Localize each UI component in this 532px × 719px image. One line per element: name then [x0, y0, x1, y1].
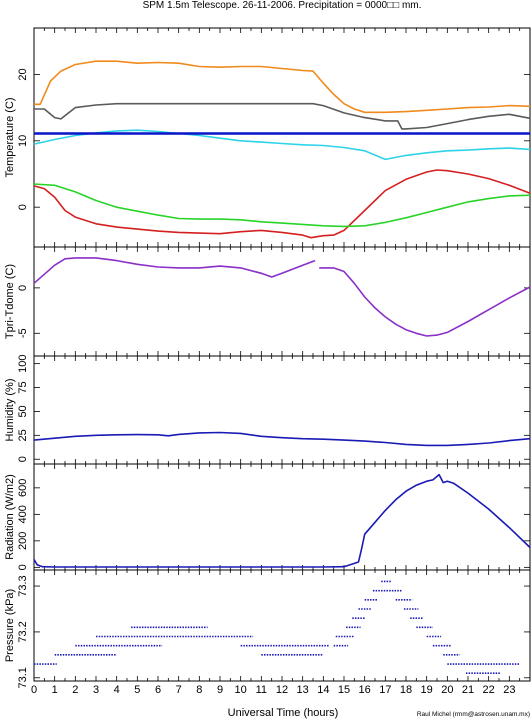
panel-frame	[33, 246, 531, 357]
x-tick-label: 5	[134, 684, 140, 696]
y-axis-label: Humidity (%)	[4, 379, 16, 442]
y-tick-label: 0	[17, 285, 29, 291]
x-tick-label: 23	[503, 684, 515, 696]
x-tick-label: 2	[72, 684, 78, 696]
y-tick-label: 73.3	[17, 575, 29, 596]
y-tick-label: 0	[17, 204, 29, 210]
x-tick-label: 13	[297, 684, 309, 696]
y-tick-label: 25	[17, 429, 29, 441]
x-tick-label: 19	[421, 684, 433, 696]
y-tick-label: 20	[17, 68, 29, 80]
y-tick-label: 73.1	[17, 667, 29, 688]
x-tick-label: 4	[114, 684, 120, 696]
credit-text: Raul Michel (rmm@astrosen.unam.mx)	[417, 711, 530, 718]
x-tick-label: 17	[379, 684, 391, 696]
y-tick-label: 0	[17, 456, 29, 462]
x-tick-label: 0	[31, 684, 37, 696]
series-line-6	[33, 183, 531, 228]
y-tick-label: 73.2	[17, 621, 29, 642]
x-tick-label: 6	[155, 684, 161, 696]
x-axis-label: Universal Time (hours)	[228, 707, 339, 719]
y-tick-label: 50	[17, 405, 29, 417]
series-line-1	[33, 257, 316, 284]
series-line-2	[34, 102, 531, 130]
y-tick-label: 75	[17, 381, 29, 393]
series-line-1	[33, 431, 531, 447]
panel-frame	[33, 355, 531, 465]
y-axis-label: Radiation (W/m2)	[4, 474, 16, 560]
series-line-1	[34, 60, 531, 114]
y-tick-label: 200	[17, 532, 29, 550]
x-tick-label: 21	[462, 684, 474, 696]
panel-frame	[33, 463, 531, 571]
y-axis-label: Temperature (C)	[4, 97, 16, 177]
x-tick-label: 18	[400, 684, 412, 696]
series-line-3	[33, 129, 531, 161]
x-tick-label: 8	[196, 684, 202, 696]
y-axis-label: Pressure (kPa)	[4, 589, 16, 662]
x-tick-label: 20	[441, 684, 453, 696]
x-tick-label: 15	[338, 684, 350, 696]
y-tick-label: 0	[17, 564, 29, 570]
x-tick-label: 14	[317, 684, 329, 696]
panel-1: 0 10 20 Temperature (C)	[4, 27, 531, 248]
x-tick-label: 12	[276, 684, 288, 696]
series-line-5	[33, 169, 531, 239]
y-tick-label: 100	[17, 354, 29, 372]
y-axis-label: Tpri-Tdome (C)	[4, 264, 16, 339]
x-tick-label: 9	[217, 684, 223, 696]
x-tick-label: 3	[93, 684, 99, 696]
chart-title: SPM 1.5m Telescope. 26-11-2006. Precipit…	[143, 0, 422, 11]
y-tick-label: 400	[17, 505, 29, 523]
series-line-2	[319, 267, 531, 337]
y-tick-label: 10	[17, 135, 29, 147]
x-tick-label: 1	[52, 684, 58, 696]
x-tick-label: 22	[483, 684, 495, 696]
x-tick-label: 16	[359, 684, 371, 696]
x-tick-label: 7	[176, 684, 182, 696]
x-tick-label: 11	[256, 684, 267, 696]
y-tick-label: 600	[17, 479, 29, 497]
x-tick-label: 10	[235, 684, 247, 696]
series-line-1	[33, 473, 531, 568]
y-tick-label: -5	[17, 328, 29, 338]
